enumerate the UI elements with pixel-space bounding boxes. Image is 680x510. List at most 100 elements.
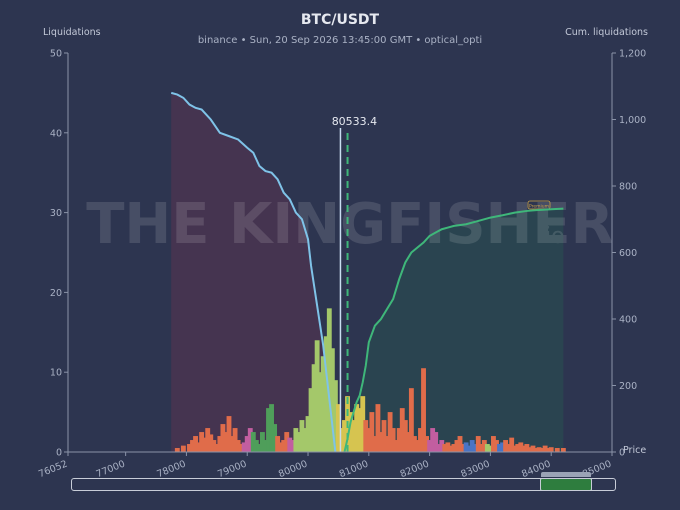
lines-layer [170,91,564,453]
x-tick-label: 79000 [216,459,248,481]
liquidation-bar [256,444,262,452]
cum-long-line [343,207,564,453]
liquidation-bar [342,420,347,452]
right-axis-title: Cum. liquidations [565,27,648,38]
watermark: THE KINGFISHER .io [86,192,614,257]
liquidation-bar [448,445,454,452]
liquidation-bar [427,440,433,452]
liquidation-bar [442,444,448,452]
liquidation-bar [329,348,335,452]
liquidation-bar [226,416,232,452]
liquidation-bar [278,442,284,452]
liquidation-bar [451,444,457,452]
liquidation-bar [272,424,278,452]
liquidation-bar [411,436,417,452]
liquidation-bar [208,434,214,452]
range-slider-handle[interactable] [540,472,593,491]
liquidation-bar [299,420,305,452]
liquidation-bar [214,444,220,452]
liquidation-bar [369,412,375,452]
y-right-tick-label: 0 [619,448,625,459]
liquidation-bar [399,408,405,452]
liquidation-bar [545,448,551,452]
liquidation-bar [199,432,205,452]
liquidation-bar [433,432,439,452]
bars-layer [174,308,566,452]
current-price-label: 80533.4 [332,115,378,128]
liquidation-bar [424,436,430,452]
liquidation-bar [244,436,250,452]
liquidation-bar [381,420,387,452]
liquidation-bar [436,444,442,452]
liquidation-bar [469,440,475,452]
liquidation-bar [311,364,317,452]
y-right-tick-label: 1,200 [619,49,646,60]
y-left-tick-label: 30 [50,208,62,219]
range-slider-grip[interactable] [541,472,592,477]
range-slider[interactable] [71,472,616,491]
liquidation-bar [554,448,560,452]
liquidation-bar [223,432,229,452]
liquidation-bar [202,437,208,452]
liquidation-bar [205,428,211,452]
liquidation-bar [253,440,259,452]
liquidation-bar [174,448,180,452]
liquidation-bar [293,428,299,452]
liquidation-bar [217,436,223,452]
liquidation-bar [220,424,226,452]
liquidation-bar [284,432,290,452]
liquidation-bar [396,428,402,452]
liquidation-bar [509,437,515,452]
liquidation-bar [527,447,533,452]
x-tick-label: 81000 [338,459,370,481]
liquidation-bar [366,428,372,452]
liquidation-bar [542,445,548,452]
cum-short-line [170,91,337,453]
liquidation-bar [193,436,198,452]
liquidation-bar [348,412,354,452]
liquidation-bar [463,442,469,452]
x-tick-label: 76052 [37,459,69,481]
y-right-tick-label: 1,000 [619,115,646,126]
liquidation-bar [320,356,326,452]
liquidation-bar [238,444,244,452]
liquidation-bar [305,416,311,452]
liquidation-bar [536,447,542,452]
liquidation-bar [180,445,186,452]
liquidation-bar [317,372,323,452]
liquidation-bar [560,448,566,452]
liquidation-bar [484,444,490,452]
long-liquidation-zone [344,208,564,452]
short-liquidation-zone [171,92,336,453]
liquidation-bar [497,444,502,452]
liquidation-bar [487,445,493,452]
liquidation-bar [287,437,293,452]
liquidation-bar [460,444,466,452]
liquidation-bar [506,444,512,452]
liquidation-bar [357,408,363,452]
liquidation-bar [415,440,420,452]
x-tick-label: 83000 [459,459,491,481]
x-tick-label: 77000 [95,459,127,481]
liquidation-bar [235,440,241,452]
liquidation-bar [259,432,265,452]
liquidation-bar [457,436,463,452]
liquidation-bar [421,368,426,452]
liquidation-bar [512,445,518,452]
chart-title: BTC/USDT [300,12,380,28]
liquidation-bar [314,340,320,452]
zones-layer [171,92,564,453]
liquidation-bar [302,428,308,452]
liquidation-bar [402,420,408,452]
liquidation-bar [335,404,341,452]
liquidation-bar [229,436,235,452]
y-left-tick-label: 40 [50,128,62,139]
liquidation-bar [308,388,314,452]
y-right-tick-label: 400 [619,315,637,326]
liquidation-bar [521,445,527,452]
x-axis-title: Price [623,445,647,456]
liquidation-bar [454,440,460,452]
liquidation-bar [332,380,338,452]
liquidation-bar [466,445,472,452]
liquidation-bar [187,444,192,452]
